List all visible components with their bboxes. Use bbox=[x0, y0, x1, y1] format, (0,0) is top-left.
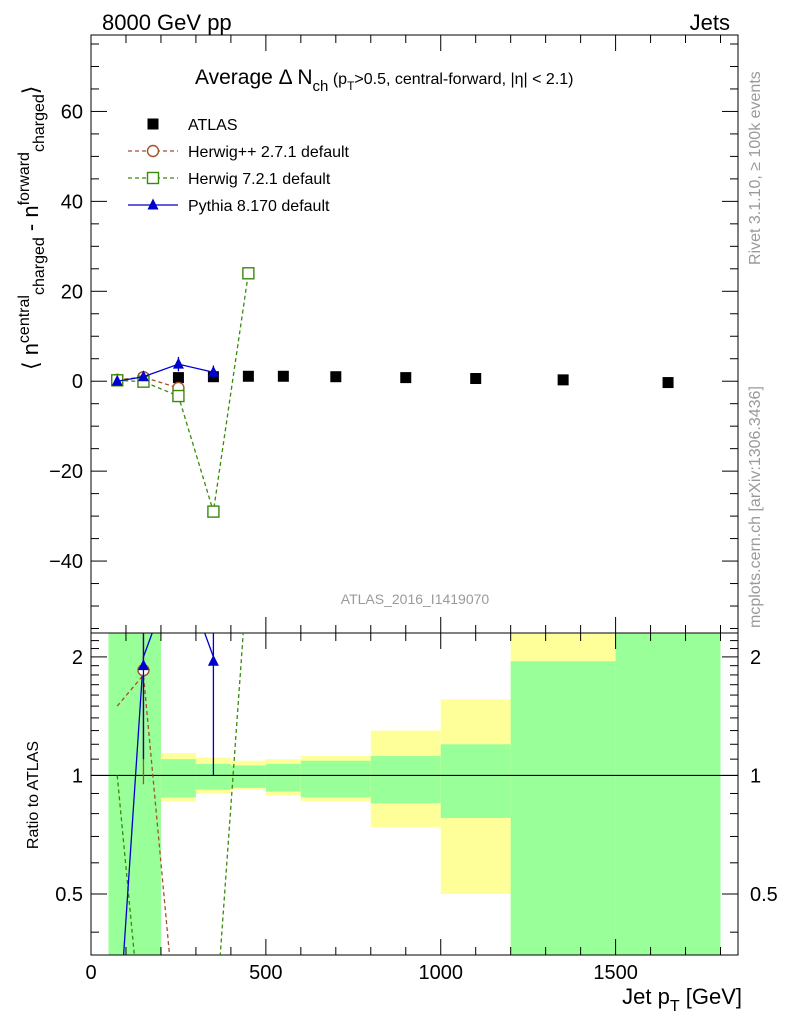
marker-triangle-filled bbox=[137, 370, 149, 382]
ratio-ytick-label: 2 bbox=[72, 647, 83, 669]
marker-square-filled bbox=[147, 118, 159, 130]
xlabel: Jet pT [GeV] bbox=[622, 984, 742, 1015]
ratio-ytick-label-right: 1 bbox=[750, 765, 761, 787]
ratio-frame bbox=[90, 632, 739, 956]
ratio-ytick-label-right: 2 bbox=[750, 647, 761, 669]
title-cond-pre: (p bbox=[328, 71, 347, 88]
ytick-label: 40 bbox=[61, 191, 83, 213]
xlabel-unit: [GeV] bbox=[680, 984, 742, 1009]
title-cond-sub: T bbox=[347, 79, 355, 93]
marker-triangle-filled bbox=[207, 365, 219, 377]
plot-title: Average Δ Nch (pT>0.5, central-forward, … bbox=[195, 66, 574, 95]
legend-label: Pythia 8.170 default bbox=[188, 198, 330, 215]
title-main: Average Δ N bbox=[195, 66, 313, 89]
ratio-axes: 0.5 0.5 1 1 2 2 0 500 1000 1500 bbox=[55, 632, 778, 984]
marker-triangle-filled bbox=[207, 654, 219, 666]
marker-square-open bbox=[172, 389, 185, 403]
ylabel-sup2: forward bbox=[16, 152, 33, 205]
ylabel-sub2: charged bbox=[31, 94, 48, 152]
ylabel-minus: - n bbox=[18, 205, 43, 237]
title-sub: ch bbox=[313, 78, 329, 95]
marker-square-filled bbox=[557, 374, 569, 386]
legend-label: ATLAS bbox=[188, 117, 238, 134]
xlabel-main: Jet p bbox=[622, 984, 670, 1009]
ytick-label: −40 bbox=[49, 551, 83, 573]
band-inner-rect bbox=[440, 744, 511, 818]
xtick-label: 1500 bbox=[593, 962, 638, 984]
ratio-ytick-label-right: 0.5 bbox=[750, 884, 778, 906]
marker-triangle-filled bbox=[137, 659, 149, 671]
marker-triangle-filled bbox=[111, 374, 123, 386]
mcplots-text: mcplots.cern.ch [arXiv:1306.3436] bbox=[747, 386, 764, 628]
xlabel-sub: T bbox=[670, 998, 680, 1015]
band-inner-rect bbox=[230, 765, 266, 788]
marker-square-filled bbox=[330, 371, 342, 383]
marker-square-open bbox=[146, 171, 160, 185]
ytick-label: 60 bbox=[61, 101, 83, 123]
marker-square-filled bbox=[662, 377, 674, 389]
ratio-clipped bbox=[116, 633, 244, 955]
ylabel-main: ⟨ ncentralcharged - nforwardcharged⟩ bbox=[16, 86, 48, 370]
ytick-label: 0 bbox=[72, 371, 83, 393]
ylabel-sup1: central bbox=[16, 295, 33, 343]
title-cond: (pT>0.5, central-forward, |η| < 2.1) bbox=[328, 71, 573, 93]
marker-square-filled bbox=[172, 372, 184, 384]
ylabel-close: ⟩ bbox=[18, 86, 43, 95]
marker-square-open bbox=[207, 505, 220, 518]
band-inner-rect bbox=[108, 633, 126, 955]
ratio-marks bbox=[116, 633, 244, 955]
legend-label: Herwig 7.2.1 default bbox=[188, 171, 331, 188]
xtick-label: 0 bbox=[85, 962, 96, 984]
ylabel-ratio: Ratio to ATLAS bbox=[25, 741, 42, 849]
xtick-label: 1000 bbox=[418, 962, 463, 984]
ytick-label: −20 bbox=[49, 461, 83, 483]
ylabel-sub1: charged bbox=[31, 237, 48, 295]
legend-label: Herwig++ 2.7.1 default bbox=[188, 144, 350, 161]
band-inner-rect bbox=[510, 661, 616, 955]
title-cond-post: >0.5, central-forward, |η| < 2.1) bbox=[354, 71, 573, 88]
analysis-watermark: ATLAS_2016_I1419070 bbox=[341, 591, 490, 607]
band-inner-rect bbox=[370, 756, 441, 804]
marker-triangle-filled bbox=[147, 198, 159, 210]
main-marks bbox=[111, 267, 674, 518]
ratio-ytick-label: 0.5 bbox=[55, 884, 83, 906]
marker-square-filled bbox=[470, 373, 482, 385]
marker-square-open bbox=[242, 267, 255, 280]
ratio-series-line bbox=[122, 633, 215, 955]
series-line bbox=[117, 363, 214, 382]
ylabel-open: ⟨ n bbox=[18, 343, 43, 370]
band-inner-rect bbox=[615, 633, 721, 955]
marker-square-filled bbox=[400, 372, 412, 384]
series-line bbox=[117, 376, 179, 389]
band-inner-rect bbox=[160, 759, 196, 798]
marker-circle-open bbox=[146, 144, 160, 158]
ytick-label: 20 bbox=[61, 281, 83, 303]
band-inner-rect bbox=[300, 760, 371, 798]
header-right: Jets bbox=[690, 10, 730, 35]
marker-square-filled bbox=[277, 370, 289, 382]
ratio-bands bbox=[108, 633, 721, 955]
legend: ATLAS Herwig++ 2.7.1 default Herwig 7.2.1 … bbox=[128, 117, 350, 215]
rivet-text: Rivet 3.1.10, ≥ 100k events bbox=[747, 71, 764, 265]
marker-triangle-filled bbox=[172, 357, 184, 369]
ratio-ytick-label: 1 bbox=[72, 765, 83, 787]
header-left: 8000 GeV pp bbox=[102, 10, 232, 35]
band-inner-rect bbox=[265, 763, 301, 792]
marker-square-filled bbox=[242, 370, 254, 382]
xtick-label: 500 bbox=[249, 962, 282, 984]
